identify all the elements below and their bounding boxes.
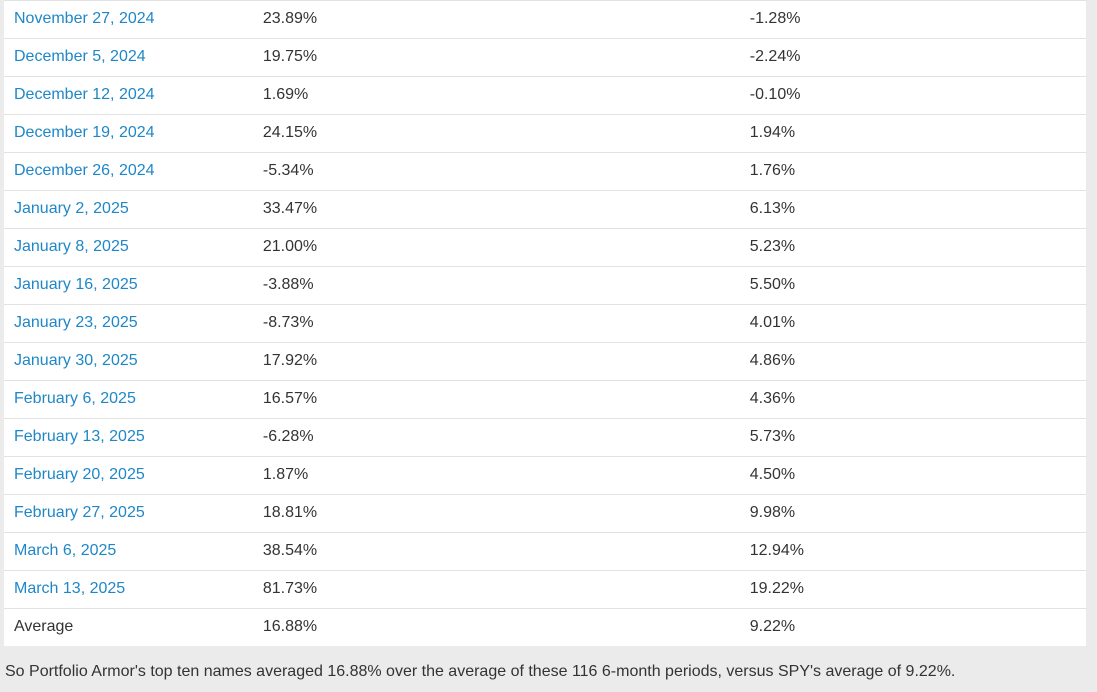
pa-return-cell: 1.69% (252, 76, 740, 115)
spy-return-cell: 5.73% (739, 418, 1086, 457)
pa-return-cell: -8.73% (252, 304, 740, 343)
table-row: December 12, 2024 1.69% -0.10% (4, 76, 1086, 115)
pa-return-cell: 81.73% (252, 570, 740, 609)
table-row: February 6, 2025 16.57% 4.36% (4, 380, 1086, 419)
date-cell: February 13, 2025 (4, 418, 253, 457)
spy-return-cell: 5.50% (739, 266, 1086, 305)
table-row: December 19, 2024 24.15% 1.94% (4, 114, 1086, 153)
pa-return-cell: -6.28% (252, 418, 740, 457)
pa-return-cell: 19.75% (252, 38, 740, 77)
spy-return-cell: 4.36% (739, 380, 1086, 419)
pa-return-cell: 1.87% (252, 456, 740, 495)
date-cell: December 19, 2024 (4, 114, 253, 153)
date-link[interactable]: January 23, 2025 (14, 314, 138, 331)
spy-return-cell: 1.76% (739, 152, 1086, 191)
pa-return-cell: 23.89% (252, 0, 740, 39)
table-row: February 20, 2025 1.87% 4.50% (4, 456, 1086, 495)
returns-table-container: November 27, 2024 23.89% -1.28% December 5,… (4, 0, 1086, 646)
spy-return-cell: 6.13% (739, 190, 1086, 229)
spy-return-cell: -1.28% (739, 0, 1086, 39)
pa-return-cell: 38.54% (252, 532, 740, 571)
date-link[interactable]: March 6, 2025 (14, 542, 117, 559)
table-row: November 27, 2024 23.89% -1.28% (4, 0, 1086, 39)
table-row: January 23, 2025 -8.73% 4.01% (4, 304, 1086, 343)
date-cell: January 8, 2025 (4, 228, 253, 267)
table-row: Average 16.88% 9.22% (4, 608, 1086, 646)
average-label: Average (14, 618, 74, 635)
date-link[interactable]: December 5, 2024 (14, 48, 146, 65)
date-link[interactable]: January 8, 2025 (14, 238, 129, 255)
date-link[interactable]: January 30, 2025 (14, 352, 138, 369)
date-cell: January 30, 2025 (4, 342, 253, 381)
summary-text: So Portfolio Armor's top ten names avera… (5, 662, 1097, 681)
table-row: January 2, 2025 33.47% 6.13% (4, 190, 1086, 229)
date-link[interactable]: November 27, 2024 (14, 10, 155, 27)
pa-return-cell: 16.57% (252, 380, 740, 419)
date-link[interactable]: January 2, 2025 (14, 200, 129, 217)
spy-return-cell: 4.86% (739, 342, 1086, 381)
pa-return-cell: 21.00% (252, 228, 740, 267)
date-cell: December 26, 2024 (4, 152, 253, 191)
spy-return-cell: 4.50% (739, 456, 1086, 495)
date-cell: February 27, 2025 (4, 494, 253, 533)
table-row: January 16, 2025 -3.88% 5.50% (4, 266, 1086, 305)
date-link[interactable]: February 27, 2025 (14, 504, 145, 521)
table-row: February 27, 2025 18.81% 9.98% (4, 494, 1086, 533)
spy-return-cell: 12.94% (739, 532, 1086, 571)
pa-return-cell: 16.88% (252, 608, 740, 646)
spy-return-cell: 9.98% (739, 494, 1086, 533)
date-link[interactable]: February 13, 2025 (14, 428, 145, 445)
returns-table-body: November 27, 2024 23.89% -1.28% December 5,… (4, 0, 1086, 646)
spy-return-cell: -2.24% (739, 38, 1086, 77)
date-cell: December 12, 2024 (4, 76, 253, 115)
date-cell: Average (4, 608, 253, 646)
date-cell: February 6, 2025 (4, 380, 253, 419)
date-cell: November 27, 2024 (4, 0, 253, 39)
date-cell: March 13, 2025 (4, 570, 253, 609)
table-row: January 8, 2025 21.00% 5.23% (4, 228, 1086, 267)
date-link[interactable]: December 19, 2024 (14, 124, 155, 141)
spy-return-cell: 1.94% (739, 114, 1086, 153)
pa-return-cell: 17.92% (252, 342, 740, 381)
date-cell: January 16, 2025 (4, 266, 253, 305)
date-cell: January 2, 2025 (4, 190, 253, 229)
pa-return-cell: 33.47% (252, 190, 740, 229)
pa-return-cell: -3.88% (252, 266, 740, 305)
table-row: March 13, 2025 81.73% 19.22% (4, 570, 1086, 609)
spy-return-cell: 19.22% (739, 570, 1086, 609)
spy-return-cell: 4.01% (739, 304, 1086, 343)
pa-return-cell: 18.81% (252, 494, 740, 533)
date-link[interactable]: December 26, 2024 (14, 162, 155, 179)
spy-return-cell: 5.23% (739, 228, 1086, 267)
table-row: December 5, 2024 19.75% -2.24% (4, 38, 1086, 77)
date-link[interactable]: January 16, 2025 (14, 276, 138, 293)
spy-return-cell: 9.22% (739, 608, 1086, 646)
date-cell: December 5, 2024 (4, 38, 253, 77)
date-cell: January 23, 2025 (4, 304, 253, 343)
date-link[interactable]: February 20, 2025 (14, 466, 145, 483)
pa-return-cell: -5.34% (252, 152, 740, 191)
table-row: March 6, 2025 38.54% 12.94% (4, 532, 1086, 571)
date-link[interactable]: February 6, 2025 (14, 390, 136, 407)
spy-return-cell: -0.10% (739, 76, 1086, 115)
date-cell: March 6, 2025 (4, 532, 253, 571)
pa-return-cell: 24.15% (252, 114, 740, 153)
date-link[interactable]: December 12, 2024 (14, 86, 155, 103)
table-row: February 13, 2025 -6.28% 5.73% (4, 418, 1086, 457)
returns-table: November 27, 2024 23.89% -1.28% December 5,… (4, 0, 1086, 646)
table-row: December 26, 2024 -5.34% 1.76% (4, 152, 1086, 191)
table-row: January 30, 2025 17.92% 4.86% (4, 342, 1086, 381)
date-cell: February 20, 2025 (4, 456, 253, 495)
date-link[interactable]: March 13, 2025 (14, 580, 126, 597)
